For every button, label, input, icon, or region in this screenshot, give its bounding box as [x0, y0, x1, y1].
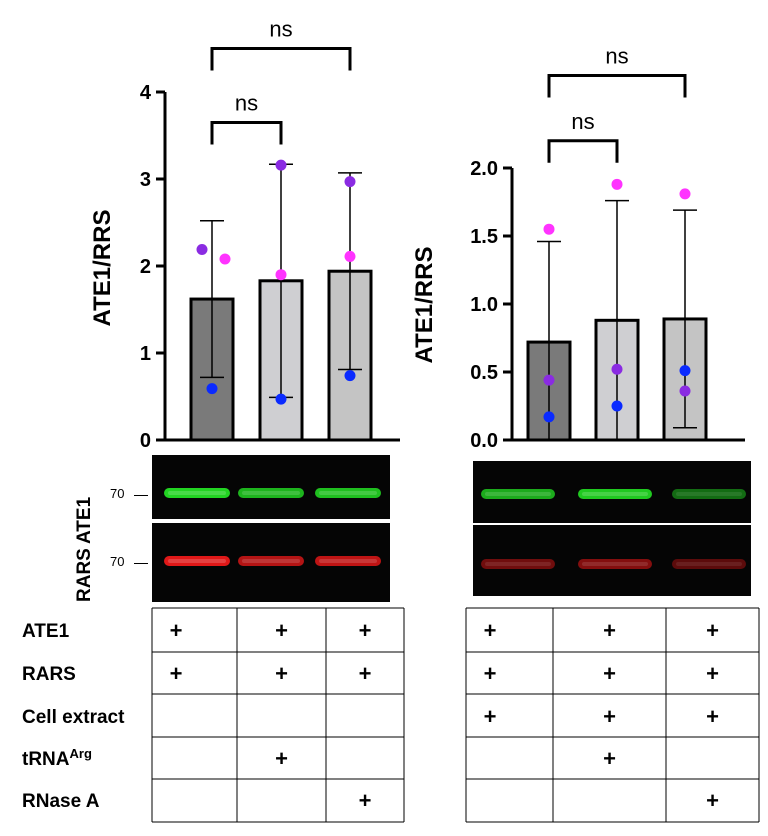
- left-table-cell-plus: +: [359, 618, 372, 643]
- right-data-point: [543, 411, 555, 423]
- right-data-point: [611, 178, 623, 190]
- right-rars-band: [672, 559, 746, 569]
- left-table-cell-plus: +: [275, 746, 288, 771]
- left-ate1-band-highlight: [168, 491, 226, 495]
- right-ate1-band: [481, 489, 555, 499]
- right-ytick-label: 1.0: [470, 294, 498, 316]
- marker-tick-top: [134, 495, 148, 496]
- left-ytick-label: 0: [140, 430, 151, 452]
- left-blots: [152, 455, 390, 602]
- right-table-cell-plus: +: [603, 746, 616, 771]
- right-ytick-label: 0.5: [470, 362, 498, 384]
- left-data-point: [275, 269, 287, 281]
- left-rars-band-highlight: [319, 559, 377, 563]
- right-data-point: [543, 223, 555, 235]
- condition-table: ATE1 RARS Cell extract tRNAArg RNase A + + + + +…: [22, 607, 760, 823]
- right-data-point: [679, 385, 691, 397]
- left-ylabel: ATE1/RRS: [89, 210, 116, 327]
- right-blots: [473, 461, 751, 596]
- right-ylabel: ATE1/RRS: [411, 247, 438, 364]
- left-data-point: [275, 393, 287, 405]
- left-significance-bracket: [210, 120, 283, 145]
- right-significance-bracket: [547, 139, 619, 163]
- left-table-cell-plus: +: [359, 788, 372, 813]
- marker-tick-bottom: [134, 563, 148, 564]
- left-data-point: [344, 250, 356, 262]
- right-ate1-band-highlight: [485, 492, 551, 496]
- right-ytick-label: 2.0: [470, 158, 498, 180]
- right-rars-band-highlight: [676, 562, 742, 566]
- left-rars-band: [315, 556, 381, 566]
- left-table-cell-plus: +: [275, 661, 288, 686]
- right-data-point: [543, 374, 555, 386]
- left-data-point: [206, 383, 218, 395]
- left-data-point: [344, 370, 356, 382]
- left-ate1-blot: [152, 455, 390, 519]
- right-rars-band: [578, 559, 652, 569]
- right-significance-label: ns: [571, 109, 594, 134]
- row-label: Cell extract: [22, 707, 125, 728]
- right-data-point: [611, 400, 623, 412]
- right-ytick-label: 1.5: [470, 226, 498, 248]
- right-table-cell-plus: +: [603, 704, 616, 729]
- left-significance-label: ns: [269, 17, 292, 42]
- left-table-cell-plus: +: [359, 661, 372, 686]
- left-chart: ATE1/RRS 0 1 2 3 4 ns ns: [89, 17, 400, 452]
- right-table-cell-plus: +: [484, 704, 497, 729]
- row-label: ATE1: [22, 621, 70, 642]
- left-ate1-band: [164, 488, 230, 498]
- left-rars-band: [238, 556, 304, 566]
- right-table-cell-plus: +: [706, 788, 719, 813]
- right-data-point: [679, 365, 691, 377]
- right-ate1-band-highlight: [582, 492, 648, 496]
- row-label: RARS: [22, 664, 76, 685]
- right-table-cell-plus: +: [484, 661, 497, 686]
- right-table-cell-plus: +: [484, 618, 497, 643]
- right-ate1-band: [578, 489, 652, 499]
- left-rars-band: [164, 556, 230, 566]
- left-ytick-label: 4: [140, 82, 152, 104]
- left-data-point: [275, 159, 287, 171]
- marker-70-bottom: 70: [110, 554, 125, 569]
- right-data-point: [679, 188, 691, 200]
- right-ate1-band-highlight: [676, 492, 742, 496]
- right-significance-bracket: [547, 74, 687, 98]
- right-rars-band: [481, 559, 555, 569]
- right-ate1-band: [672, 489, 746, 499]
- left-rars-band-highlight: [242, 559, 300, 563]
- blot-labels: ATE1 RARS 70 70: [60, 482, 150, 602]
- blot-label-ate1: ATE1: [74, 496, 95, 544]
- left-ytick-label: 2: [140, 256, 151, 278]
- left-ytick-label: 3: [140, 169, 151, 191]
- right-chart: ATE1/RRS 0.0 0.5 1.0 1.5 2.0 ns ns: [411, 44, 745, 452]
- left-significance-label: ns: [235, 90, 258, 115]
- right-table-cell-plus: +: [706, 661, 719, 686]
- right-significance-label: ns: [605, 44, 628, 69]
- right-table-cell-plus: +: [706, 704, 719, 729]
- right-data-point: [611, 363, 623, 375]
- blot-label-rars: RARS: [74, 548, 95, 602]
- left-table-cell-plus: +: [275, 618, 288, 643]
- left-ate1-band-highlight: [319, 491, 377, 495]
- left-ate1-band: [238, 488, 304, 498]
- right-rars-band-highlight: [485, 562, 551, 566]
- left-ate1-band-highlight: [242, 491, 300, 495]
- left-rars-band-highlight: [168, 559, 226, 563]
- left-table-cell-plus: +: [170, 661, 183, 686]
- left-ytick-label: 1: [140, 343, 151, 365]
- right-table-cell-plus: +: [706, 618, 719, 643]
- left-table-cell-plus: +: [170, 618, 183, 643]
- row-label: RNase A: [22, 791, 100, 812]
- left-significance-bracket: [210, 47, 352, 71]
- left-data-point: [344, 176, 356, 188]
- right-table-cell-plus: +: [603, 618, 616, 643]
- right-table-cell-plus: +: [603, 661, 616, 686]
- left-data-point: [196, 243, 208, 255]
- right-ytick-label: 0.0: [470, 430, 498, 452]
- left-ate1-band: [315, 488, 381, 498]
- marker-70-top: 70: [110, 486, 125, 501]
- left-data-point: [219, 253, 231, 265]
- row-label: tRNAArg: [22, 746, 92, 770]
- right-rars-band-highlight: [582, 562, 648, 566]
